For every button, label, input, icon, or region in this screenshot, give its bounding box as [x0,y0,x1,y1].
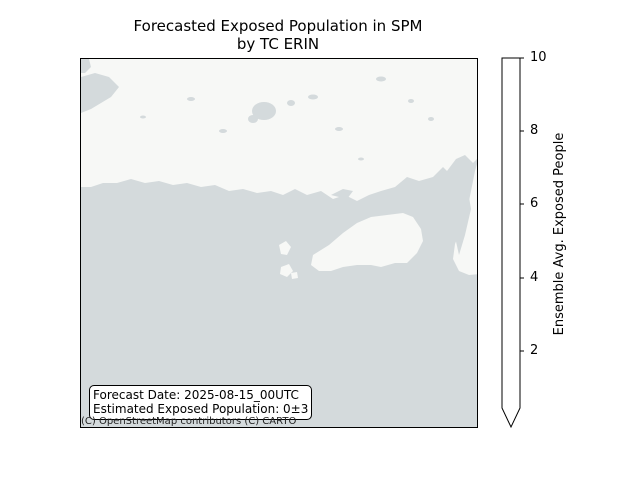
colorbar-tick-label-4: 4 [530,270,539,285]
map-title-line1: Forecasted Exposed Population in SPM [133,17,423,35]
colorbar-body [501,57,521,429]
lake-9 [187,97,195,101]
coastal-inlet [331,189,353,199]
colorbar-ticks [520,57,524,352]
lake-8 [408,99,414,103]
basemap-frame: Forecast Date: 2025-08-15_00UTC Estimate… [80,58,478,428]
lake-10 [428,117,434,121]
colorbar-label: Ensemble Avg. Exposed People [552,132,567,336]
small-island-1 [279,241,291,255]
lake-1 [252,102,276,120]
lake-4 [308,94,318,100]
lake-2 [248,115,258,123]
lake-11 [140,115,146,119]
forecast-info-box: Forecast Date: 2025-08-15_00UTC Estimate… [89,385,313,420]
map-title-line2: by TC ERIN [236,35,320,53]
lake-3 [287,100,295,106]
north-inlet [81,59,91,73]
prince-edward-island [311,213,423,271]
forecast-date-text: Forecast Date: 2025-08-15_00UTC [93,388,299,402]
lake-7 [376,76,386,82]
colorbar-tick-label-2: 2 [530,343,539,358]
lake-6 [335,127,343,131]
northwest-water [81,73,119,113]
bras-dor-lake [453,185,471,255]
lake-12 [358,157,364,161]
map-attribution: (C) OpenStreetMap contributors (C) CARTO [81,416,297,427]
colorbar [501,57,524,429]
lake-5 [219,129,227,133]
colorbar-tick-label-8: 8 [530,123,539,138]
small-island-3 [291,272,298,279]
mainland-land [81,59,477,201]
small-island-2 [280,264,293,277]
colorbar-tick-label-6: 6 [530,196,539,211]
exposed-population-text: Estimated Exposed Population: 0±3 [93,402,309,416]
basemap [81,59,477,279]
colorbar-tick-label-10: 10 [530,50,547,65]
